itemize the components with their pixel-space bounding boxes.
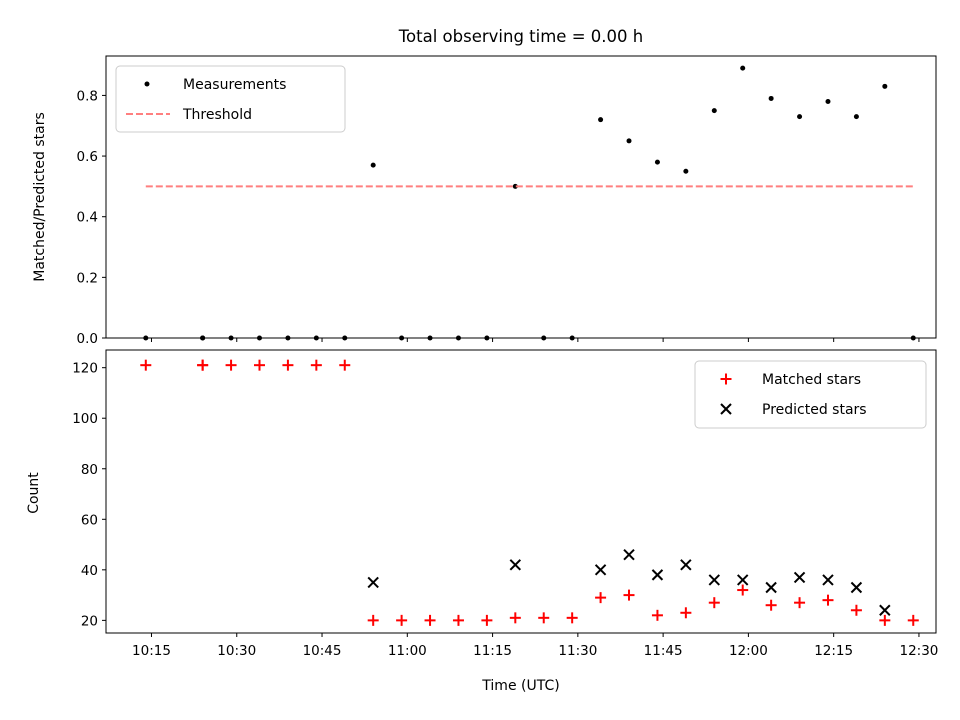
legend-box	[694, 360, 927, 429]
matched-stars-point	[566, 612, 578, 624]
x-axis-label: Time (UTC)	[481, 678, 559, 694]
legend-marker-predicted	[720, 403, 732, 415]
matched-stars-point	[310, 359, 322, 371]
legend: Measurements Threshold	[115, 65, 346, 133]
matched-stars-point	[253, 359, 265, 371]
count-panel: Count Time (UTC) 20 40 60 80 100 120 10:15 10:3…	[26, 349, 938, 694]
matched-stars-point	[765, 599, 777, 611]
measurement-point	[512, 183, 518, 189]
matched-stars-point	[424, 614, 436, 626]
x-tick-label: 12:30	[899, 643, 938, 659]
matched-stars-point	[708, 597, 720, 609]
measurement-point	[853, 114, 859, 120]
measurement-point	[882, 83, 888, 89]
measurement-point	[626, 138, 632, 144]
measurement-point	[654, 159, 660, 165]
legend-marker-matched	[720, 373, 732, 385]
chart-title: Total observing time = 0.00 h	[398, 27, 643, 46]
legend-box	[115, 65, 346, 133]
y-tick-label: 80	[81, 462, 98, 478]
matched-stars-point	[879, 614, 891, 626]
predicted-stars-point	[850, 581, 863, 594]
matched-stars-point	[197, 359, 209, 371]
y-tick-label: 0.4	[77, 210, 98, 226]
predicted-stars-point	[367, 576, 379, 589]
measurement-point	[768, 95, 774, 101]
y-tick-label: 0.2	[77, 270, 98, 286]
predicted-stars-point	[822, 574, 834, 586]
matched-stars-point	[623, 589, 635, 601]
y-tick-label: 120	[72, 361, 98, 377]
y-tick-label: 20	[81, 613, 98, 629]
x-tick-label: 11:15	[473, 643, 512, 659]
matched-stars-point	[651, 609, 663, 621]
y-tick-label: 40	[81, 563, 98, 579]
measurement-point	[598, 117, 604, 123]
x-tick-label: 11:30	[558, 643, 597, 659]
y-tick-label: 0.0	[77, 331, 98, 347]
matched-stars-point	[822, 594, 834, 606]
y-tick-label: 0.6	[77, 149, 98, 165]
plot-frame	[105, 349, 937, 634]
legend-label: Threshold	[182, 107, 252, 123]
legend-plus-marker	[720, 373, 732, 385]
x-tick-label: 12:00	[729, 643, 768, 659]
measurement-point	[740, 65, 746, 71]
matched-stars-point	[282, 359, 294, 371]
matched-stars-point	[396, 614, 408, 626]
y-axis-label: Count	[26, 472, 42, 514]
predicted-stars-point	[680, 559, 692, 571]
x-tick-label: 12:15	[814, 643, 853, 659]
matched-stars-point	[907, 614, 919, 626]
predicted-stars-point	[651, 569, 664, 581]
predicted-stars-point	[594, 564, 607, 576]
predicted-stars-point	[737, 574, 749, 586]
predicted-stars-point	[793, 571, 806, 584]
predicted-stars-point	[708, 574, 720, 586]
matched-stars-point	[452, 614, 464, 626]
legend: Matched stars Predicted stars	[694, 360, 927, 429]
matched-stars-point	[680, 607, 692, 619]
matched-stars-point	[481, 614, 493, 626]
plot-frame	[105, 55, 937, 339]
matched-stars-point	[225, 359, 237, 371]
measurement-point	[797, 114, 803, 120]
predicted-stars-point	[765, 581, 777, 594]
y-tick-label: 100	[72, 411, 98, 427]
y-axis-label: Matched/Predicted stars	[32, 112, 48, 282]
legend-marker-measurements	[144, 81, 150, 87]
matched-stars-point	[595, 592, 607, 604]
x-tick-label: 10:45	[303, 643, 342, 659]
legend-label: Matched stars	[762, 372, 861, 388]
matched-stars-point	[737, 584, 749, 596]
x-tick-label: 11:00	[388, 643, 427, 659]
matched-stars-point	[794, 597, 806, 609]
x-tick-label: 10:30	[217, 643, 256, 659]
matched-stars-point	[367, 614, 379, 626]
ratio-panel: Total observing time = 0.00 h Matched/Pr…	[32, 27, 937, 347]
measurement-point	[683, 168, 689, 174]
legend-label: Measurements	[183, 77, 286, 93]
matched-stars-point	[140, 359, 152, 371]
measurement-point	[711, 108, 717, 114]
x-tick-label: 10:15	[132, 643, 171, 659]
predicted-stars-point	[879, 604, 891, 616]
y-tick-label: 60	[81, 512, 98, 528]
matched-stars-point	[850, 604, 862, 616]
y-tick-label: 0.8	[77, 88, 98, 104]
legend-x-marker	[720, 403, 732, 415]
measurement-point	[370, 162, 376, 168]
matched-stars-point	[538, 612, 550, 624]
predicted-stars-point	[623, 548, 635, 561]
predicted-stars-point	[509, 559, 522, 571]
matched-stars-point	[339, 359, 351, 371]
x-tick-label: 11:45	[644, 643, 683, 659]
legend-label: Predicted stars	[762, 402, 867, 418]
measurement-point	[825, 98, 831, 104]
matched-stars-point	[509, 612, 521, 624]
